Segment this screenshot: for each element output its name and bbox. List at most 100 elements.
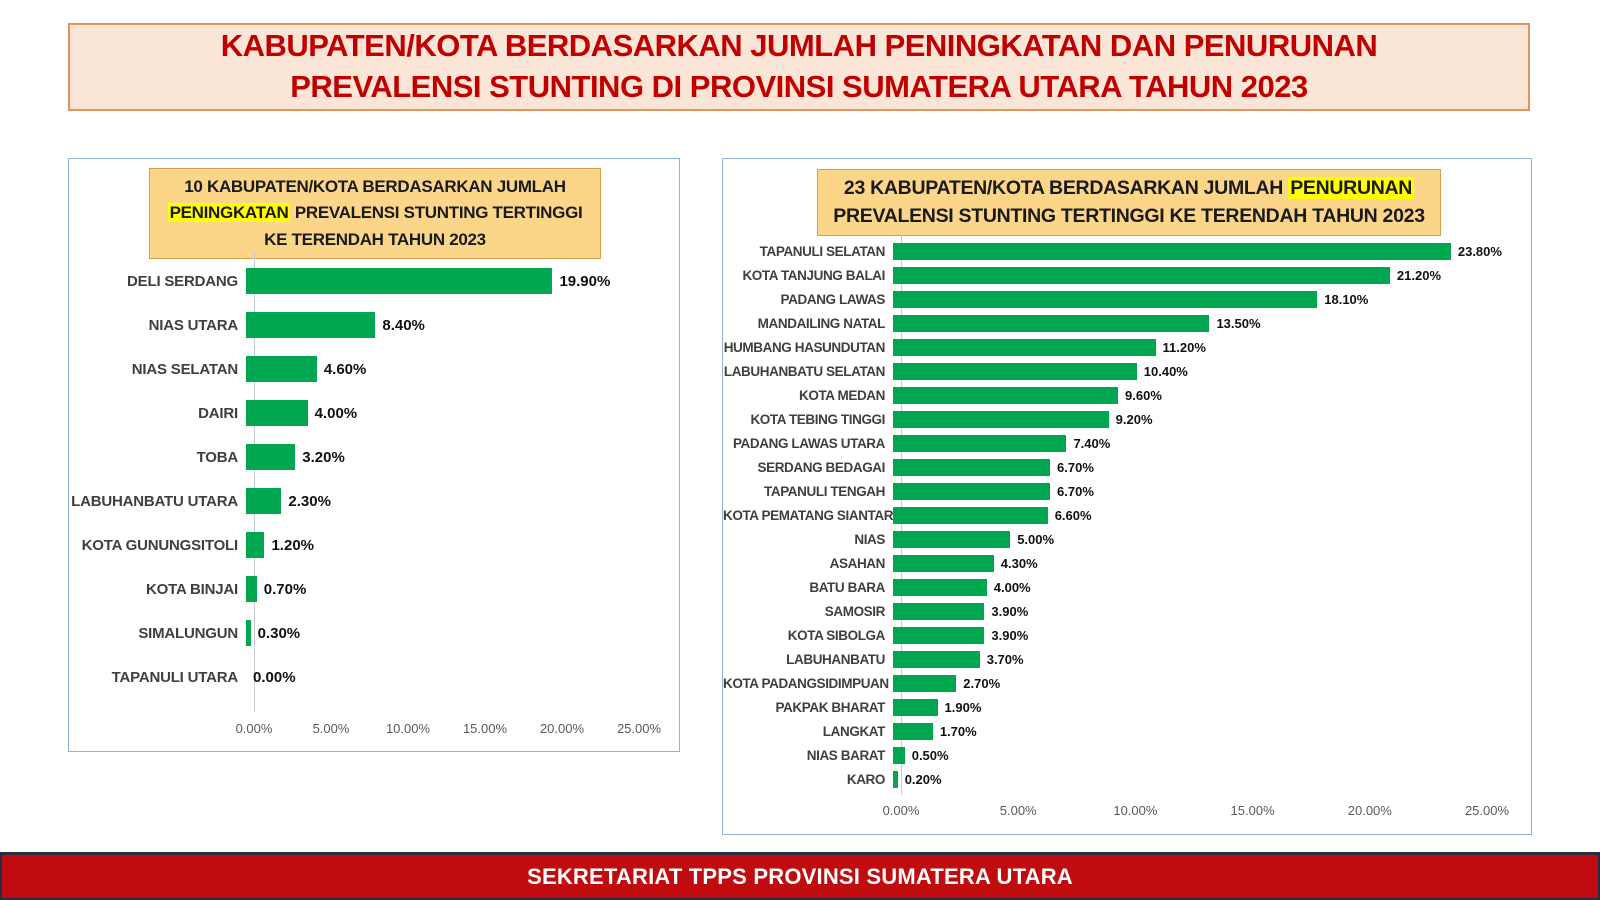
bar-row: SIMALUNGUN 0.30% — [69, 611, 679, 655]
chart-title-highlight: PENURUNAN — [1288, 177, 1415, 199]
bar-track: 8.40% — [246, 312, 631, 338]
category-label: KOTA MEDAN — [799, 387, 885, 403]
bar-track: 7.40% — [893, 434, 1479, 452]
chart-title-peningkatan: 10 KABUPATEN/KOTA BERDASARKAN JUMLAH PEN… — [149, 168, 601, 260]
value-label: 4.60% — [323, 360, 367, 378]
bar-row: BATU BARA 4.00% — [723, 575, 1531, 599]
bar — [893, 242, 1451, 260]
main-title-banner: KABUPATEN/KOTA BERDASARKAN JUMLAH PENING… — [68, 23, 1530, 111]
bar-track: 21.20% — [893, 266, 1479, 284]
y-axis-line — [254, 252, 255, 712]
category-label: LANGKAT — [822, 723, 886, 739]
bar-track: 5.00% — [893, 530, 1479, 548]
x-axis-tick: 10.00% — [385, 721, 431, 736]
value-label: 3.90% — [991, 603, 1029, 619]
value-label: 2.70% — [963, 675, 1001, 691]
bar-row: PADANG LAWAS 18.10% — [723, 287, 1531, 311]
bar-track: 1.20% — [246, 532, 631, 558]
bar-row: KOTA BINJAI 0.70% — [69, 567, 679, 611]
bar-track: 23.80% — [893, 242, 1502, 260]
value-label: 4.30% — [1000, 555, 1038, 571]
category-label: BATU BARA — [809, 579, 885, 595]
chart-panel-peningkatan: 10 KABUPATEN/KOTA BERDASARKAN JUMLAH PEN… — [68, 158, 680, 752]
bar-track: 2.30% — [246, 488, 631, 514]
footer-banner: SEKRETARIAT TPPS PROVINSI SUMATERA UTARA — [0, 852, 1600, 900]
value-label: 4.00% — [314, 404, 358, 422]
category-label: KOTA GUNUNGSITOLI — [81, 536, 239, 554]
bar-row: NIAS SELATAN 4.60% — [69, 347, 679, 391]
value-label: 18.10% — [1324, 291, 1369, 307]
bar — [893, 434, 1067, 452]
bar — [246, 532, 265, 558]
category-label: KOTA TEBING TINGGI — [750, 411, 885, 427]
bar-row: MANDAILING NATAL 13.50% — [723, 311, 1531, 335]
bar — [246, 268, 553, 294]
bar-row: KOTA SIBOLGA 3.90% — [723, 623, 1531, 647]
bar — [893, 650, 980, 668]
bar — [246, 312, 376, 338]
bar-track: 0.70% — [246, 576, 631, 602]
value-label: 1.20% — [271, 536, 315, 554]
bar — [893, 362, 1137, 380]
bar-row: NIAS UTARA 8.40% — [69, 303, 679, 347]
x-axis-tick: 20.00% — [539, 721, 585, 736]
chart-title-penurunan: 23 KABUPATEN/KOTA BERDASARKAN JUMLAH PEN… — [817, 169, 1441, 236]
value-label: 1.70% — [939, 723, 977, 739]
value-label: 0.30% — [257, 624, 301, 642]
chart-panel-penurunan: 23 KABUPATEN/KOTA BERDASARKAN JUMLAH PEN… — [722, 158, 1532, 835]
bar — [246, 400, 308, 426]
x-axis-tick: 5.00% — [999, 803, 1037, 818]
category-label: TAPANULI SELATAN — [759, 243, 886, 259]
bar-row: NIAS 5.00% — [723, 527, 1531, 551]
value-label: 3.20% — [302, 448, 345, 466]
bar — [893, 530, 1011, 548]
bar-track: 3.70% — [893, 650, 1479, 668]
bar-track: 6.70% — [893, 458, 1479, 476]
value-label: 8.40% — [382, 316, 425, 334]
x-axis-tick: 0.00% — [235, 721, 273, 736]
footer-text: SEKRETARIAT TPPS PROVINSI SUMATERA UTARA — [527, 863, 1073, 889]
x-axis-tick: 25.00% — [616, 721, 662, 736]
bar — [893, 506, 1048, 524]
value-label: 19.90% — [559, 272, 611, 290]
bar-row: LABUHANBATU 3.70% — [723, 647, 1531, 671]
bar-rows-peningkatan: DELI SERDANG 19.90% NIAS UTARA 8.40% NIAS SE… — [69, 259, 679, 699]
bar-track: 4.60% — [246, 356, 631, 382]
bar-row: HUMBANG HASUNDUTAN 11.20% — [723, 335, 1531, 359]
bar-track: 19.90% — [246, 268, 631, 294]
category-label: PADANG LAWAS UTARA — [732, 435, 885, 451]
value-label: 2.30% — [288, 492, 331, 510]
category-label: PAKPAK BHARAT — [775, 699, 885, 715]
value-label: 21.20% — [1396, 267, 1442, 283]
category-label: NIAS BARAT — [806, 747, 886, 763]
bar-track: 18.10% — [893, 290, 1479, 308]
category-label: DAIRI — [198, 404, 238, 422]
bar — [246, 444, 296, 470]
bar-track: 9.20% — [893, 410, 1479, 428]
value-label: 23.80% — [1457, 243, 1502, 259]
bar-track: 2.70% — [893, 674, 1479, 692]
bar — [893, 554, 994, 572]
value-label: 6.60% — [1054, 507, 1092, 523]
category-label: LABUHANBATU SELATAN — [723, 363, 886, 379]
bar — [893, 578, 987, 596]
bar — [893, 410, 1109, 428]
bar-track: 3.90% — [893, 626, 1479, 644]
bar-row: LABUHANBATU UTARA 2.30% — [69, 479, 679, 523]
value-label: 0.50% — [911, 747, 949, 763]
bar-row: LABUHANBATU SELATAN 10.40% — [723, 359, 1531, 383]
category-label: TAPANULI TENGAH — [764, 483, 885, 499]
x-axis-tick: 15.00% — [462, 721, 508, 736]
bar-track: 6.60% — [893, 506, 1479, 524]
category-label: SIMALUNGUN — [138, 624, 238, 642]
bar-track: 0.30% — [246, 620, 631, 646]
category-label: TAPANULI UTARA — [111, 668, 239, 686]
value-label: 1.90% — [944, 699, 982, 715]
bar — [893, 626, 985, 644]
bar — [893, 674, 957, 692]
category-label: SERDANG BEDAGAI — [757, 459, 885, 475]
page-title: KABUPATEN/KOTA BERDASARKAN JUMLAH PENING… — [220, 28, 1378, 104]
bar-row: SERDANG BEDAGAI 6.70% — [723, 455, 1531, 479]
bar — [893, 386, 1119, 404]
bar — [893, 746, 905, 764]
